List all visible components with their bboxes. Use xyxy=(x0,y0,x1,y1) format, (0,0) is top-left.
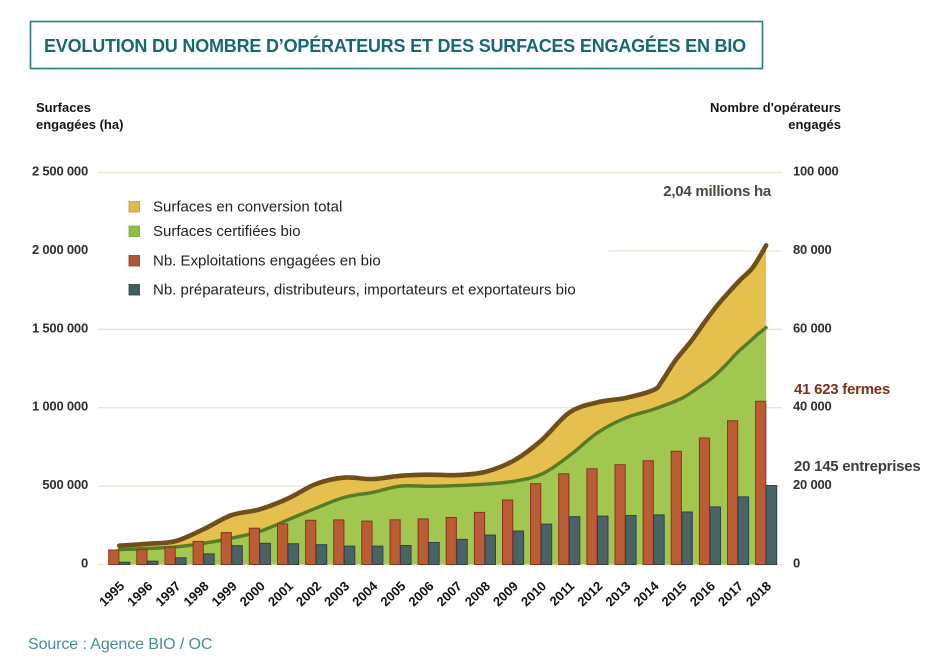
svg-text:500 000: 500 000 xyxy=(42,477,88,492)
svg-text:2 500 000: 2 500 000 xyxy=(32,164,88,179)
svg-text:engagées (ha): engagées (ha) xyxy=(36,117,123,132)
svg-text:20 145 entreprises: 20 145 entreprises xyxy=(794,458,920,475)
svg-text:Surfaces: Surfaces xyxy=(36,100,91,115)
svg-text:41 623 fermes: 41 623 fermes xyxy=(794,381,890,398)
svg-text:Source : Agence BIO / OC: Source : Agence BIO / OC xyxy=(28,636,212,653)
svg-text:100 000: 100 000 xyxy=(793,164,839,179)
svg-text:60 000: 60 000 xyxy=(793,320,832,335)
svg-text:Nb. Exploitations engagées en: Nb. Exploitations engagées en bio xyxy=(153,253,381,270)
svg-text:0: 0 xyxy=(81,556,88,571)
svg-text:40 000: 40 000 xyxy=(793,399,832,414)
svg-text:Nb. préparateurs, distributeur: Nb. préparateurs, distributeurs, importa… xyxy=(153,282,576,299)
svg-text:1 000 000: 1 000 000 xyxy=(32,399,88,414)
svg-text:0: 0 xyxy=(793,556,800,571)
svg-text:1 500 000: 1 500 000 xyxy=(32,320,88,335)
svg-text:EVOLUTION DU NOMBRE D’OPÉRATEU: EVOLUTION DU NOMBRE D’OPÉRATEURS ET DES … xyxy=(44,35,746,56)
svg-text:Surfaces en conversion total: Surfaces en conversion total xyxy=(153,199,342,216)
svg-text:Surfaces certifiées bio: Surfaces certifiées bio xyxy=(153,223,301,240)
svg-text:2,04 millions ha: 2,04 millions ha xyxy=(663,183,772,200)
svg-text:80 000: 80 000 xyxy=(793,242,832,257)
svg-text:Nombre d'opérateurs: Nombre d'opérateurs xyxy=(710,100,841,115)
svg-text:20 000: 20 000 xyxy=(793,477,832,492)
svg-text:2 000 000: 2 000 000 xyxy=(32,242,88,257)
svg-text:engagés: engagés xyxy=(788,117,841,132)
